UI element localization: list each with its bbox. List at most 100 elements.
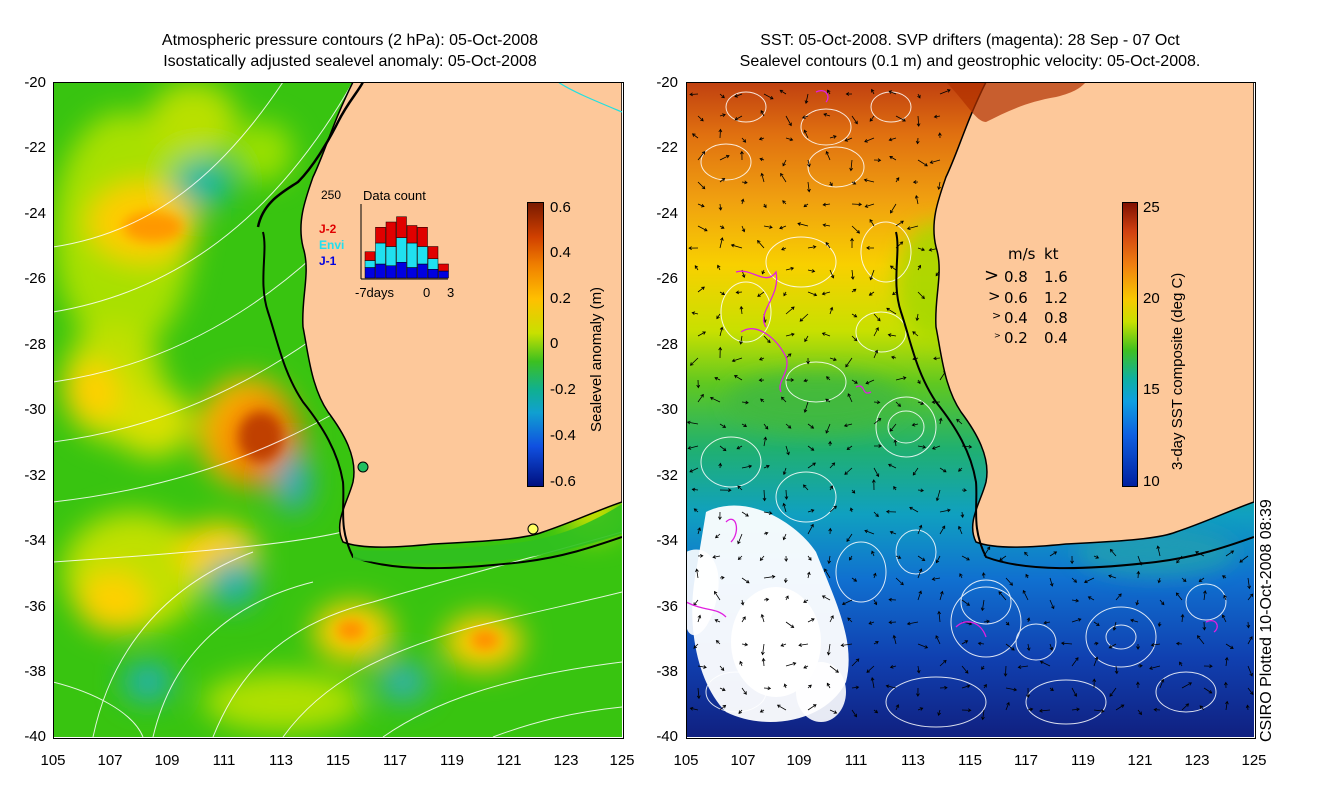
inset-bar-envi <box>385 246 397 266</box>
velocity-arrow <box>1026 617 1031 623</box>
inset-bar-j1 <box>364 267 376 279</box>
velocity-arrow <box>826 643 831 656</box>
velocity-arrow <box>911 422 919 427</box>
inset-bar-envi <box>364 260 376 268</box>
velocity-arrow <box>916 687 920 697</box>
velocity-arrow <box>1203 664 1213 669</box>
right-map-title: SST: 05-Oct-2008. SVP drifters (magenta)… <box>650 30 1290 72</box>
left-xtick: 121 <box>496 752 522 769</box>
inset-x-left: -7days <box>355 285 395 300</box>
velocity-arrow <box>697 115 704 122</box>
velocity-arrow <box>741 464 753 469</box>
velocity-arrow <box>821 291 831 296</box>
velocity-arrow <box>740 198 745 205</box>
right-ytick: -34 <box>656 532 678 549</box>
right-ytick: -40 <box>656 728 678 745</box>
velocity-arrow <box>935 555 941 564</box>
left-ytick: -30 <box>24 401 46 418</box>
velocity-arrow <box>1247 665 1253 677</box>
velocity-arrow <box>719 665 725 672</box>
left-ytick: -28 <box>24 336 46 353</box>
velocity-arrow <box>782 200 787 205</box>
velocity-arrow <box>893 439 898 447</box>
sst-cbar-label-10: 10 <box>1143 473 1160 490</box>
velocity-arrow <box>1108 643 1117 649</box>
velocity-arrow <box>956 418 963 425</box>
velocity-arrow <box>719 704 727 711</box>
velocity-arrow <box>807 269 816 273</box>
velocity-arrow <box>961 555 970 561</box>
velocity-arrow <box>914 194 919 205</box>
velocity-arrow <box>1024 551 1029 557</box>
velocity-arrow <box>719 575 725 580</box>
left-ytick: -24 <box>24 205 46 222</box>
left-xtick: 107 <box>97 752 123 769</box>
inset-bar-envi <box>406 242 418 268</box>
velocity-arrow <box>885 684 897 689</box>
inset-bar-j1 <box>406 267 418 279</box>
sst-map: m/s kt > 0.8 1.6 > 0.6 1.2 > 0.4 0.8 > 0… <box>686 82 1254 737</box>
velocity-arrow <box>939 685 948 690</box>
velocity-arrow <box>1115 704 1125 711</box>
inset-bar-j1 <box>417 263 428 279</box>
left-xtick: 109 <box>154 752 180 769</box>
velocity-arrow <box>1043 620 1051 625</box>
velocity-arrow <box>873 158 882 163</box>
velocity-arrow <box>697 553 704 558</box>
velocity-arrow <box>1246 621 1251 629</box>
velocity-arrow <box>736 445 743 450</box>
velocity-arrow <box>915 313 920 322</box>
velocity-arrow <box>1115 593 1122 601</box>
velocity-arrow <box>737 555 743 561</box>
velocity-arrow <box>757 240 765 249</box>
anomaly-field <box>53 82 622 732</box>
velocity-arrow <box>759 555 765 562</box>
velocity-arrow <box>938 132 942 139</box>
inset-bar-j1 <box>438 270 449 279</box>
velocity-arrow <box>697 286 705 293</box>
left-ytick: -40 <box>24 728 46 745</box>
inset-bar-j2 <box>364 251 376 261</box>
velocity-arrow <box>803 378 809 383</box>
inset-title: Data count <box>363 188 426 203</box>
velocity-arrow <box>757 291 765 297</box>
velocity-arrow <box>1181 703 1190 711</box>
velocity-arrow <box>889 665 897 669</box>
velocity-arrow <box>782 502 787 513</box>
inset-bar-j1 <box>385 265 397 279</box>
velocity-arrow <box>803 599 809 603</box>
velocity-arrow <box>1039 660 1051 667</box>
velocity-arrow <box>829 709 838 714</box>
velocity-arrow <box>871 479 876 491</box>
velocity-arrow <box>807 423 815 429</box>
velocity-arrow <box>917 264 922 271</box>
velocity-arrow <box>779 225 787 230</box>
velocity-arrow <box>715 533 721 539</box>
left-ytick: -22 <box>24 139 46 156</box>
velocity-arrow <box>1026 643 1031 652</box>
velocity-arrow <box>709 396 721 403</box>
velocity-arrow <box>739 660 743 667</box>
velocity-arrow <box>981 572 986 579</box>
velocity-arrow <box>1005 643 1015 651</box>
velocity-arrow <box>873 511 879 518</box>
velocity-arrow <box>1049 643 1054 651</box>
velocity-arrow <box>776 704 787 711</box>
velocity-arrow <box>1239 555 1249 563</box>
velocity-arrow <box>718 128 723 139</box>
velocity-arrow <box>697 225 708 232</box>
velocity-arrow <box>1003 665 1008 677</box>
velocity-arrow <box>797 222 809 227</box>
velocity-arrow <box>843 423 853 428</box>
velocity-arrow <box>697 331 706 337</box>
velocity-arrow <box>1199 705 1205 711</box>
velocity-arrow <box>1071 577 1078 583</box>
velocity-arrow <box>718 346 723 359</box>
velocity-arrow <box>873 641 879 645</box>
velocity-arrow <box>864 203 875 208</box>
velocity-arrow <box>851 181 857 185</box>
velocity-arrow <box>983 683 987 689</box>
sst-graphic <box>686 82 1254 737</box>
velocity-arrow <box>1109 548 1117 557</box>
right-ytick: -28 <box>656 336 678 353</box>
